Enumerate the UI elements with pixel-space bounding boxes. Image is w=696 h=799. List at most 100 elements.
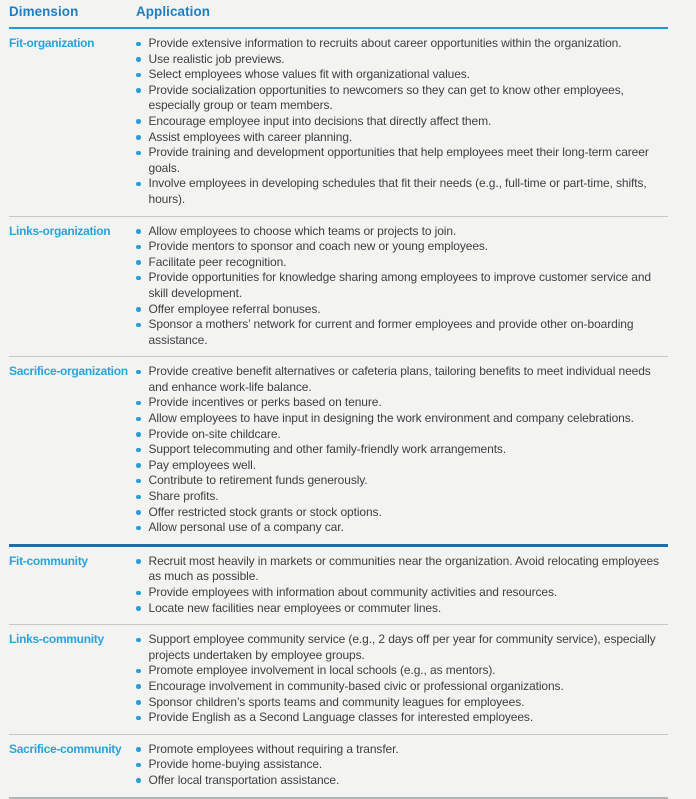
application-item: Encourage employee input into decisions …: [136, 114, 668, 130]
application-text: Offer local transportation assistance.: [148, 772, 340, 787]
bullet-icon: [136, 88, 141, 93]
application-text: Encourage employee input into decisions …: [148, 113, 492, 128]
application-item: Provide home-buying assistance.: [136, 757, 668, 773]
application-item: Recruit most heavily in markets or commu…: [136, 554, 668, 585]
application-item: Assist employees with career planning.: [136, 130, 668, 146]
application-text: Offer employee referral bonuses.: [148, 301, 321, 316]
bullet-icon: [136, 478, 141, 484]
application-text: Involve employees in developing schedule…: [148, 176, 647, 206]
table-body: Fit-organization Provide extensive infor…: [9, 29, 668, 799]
bullet-icon: [136, 181, 141, 187]
application-text: Promote employees without requiring a tr…: [148, 741, 399, 756]
table-row: Sacrifice-organization Provide creative …: [9, 356, 668, 544]
application-text: Provide training and development opportu…: [148, 145, 649, 175]
application-item: Contribute to retirement funds generousl…: [136, 473, 668, 489]
dimension-label: Fit-community: [9, 553, 88, 568]
bullet-icon: [136, 275, 141, 281]
application-text: Provide home-buying assistance.: [148, 757, 323, 772]
application-item: Allow employees to choose which teams or…: [136, 224, 668, 240]
application-text: Assist employees with career planning.: [148, 129, 353, 144]
bullet-icon: [136, 700, 141, 705]
application-item: Provide employees with information about…: [136, 585, 668, 601]
table-row: Fit-community Recruit most heavily in ma…: [9, 543, 668, 624]
bullet-icon: [136, 525, 141, 531]
table-row: Fit-organization Provide extensive infor…: [9, 29, 668, 216]
application-text: Use realistic job previews.: [148, 51, 285, 66]
application-text: Encourage involvement in community-based…: [148, 678, 564, 693]
application-item: Sponsor a mothers’ network for current a…: [136, 317, 668, 348]
table-row: Links-organization Allow employees to ch…: [9, 215, 668, 357]
application-item: Locate new facilities near employees or …: [136, 601, 668, 617]
application-text: Recruit most heavily in markets or commu…: [148, 553, 660, 584]
application-text: Provide incentives or perks based on ten…: [148, 395, 382, 410]
application-item: Provide mentors to sponsor and coach new…: [136, 239, 668, 255]
application-text: Provide English as a Second Language cla…: [148, 710, 534, 725]
application-item: Share profits.: [136, 489, 668, 505]
application-text: Provide mentors to sponsor and coach new…: [148, 239, 489, 254]
application-text: Provide extensive information to recruit…: [148, 36, 622, 50]
application-item: Select employees whose values fit with o…: [136, 67, 668, 83]
application-item: Promote employees without requiring a tr…: [136, 742, 668, 758]
application-text: Provide employees with information about…: [148, 585, 558, 599]
application-text: Share profits.: [148, 489, 219, 504]
application-list: Provide extensive information to recruit…: [136, 36, 668, 208]
application-text: Provide creative benefit alternatives or…: [148, 364, 651, 394]
application-item: Provide on-site childcare.: [136, 427, 668, 443]
application-text: Pay employees well.: [148, 457, 257, 472]
bullet-icon: [136, 778, 141, 783]
application-text: Locate new facilities near employees or …: [148, 600, 442, 615]
bullet-icon: [136, 150, 141, 156]
application-item: Offer restricted stock grants or stock o…: [136, 505, 668, 521]
application-list: Allow employees to choose which teams or…: [136, 224, 668, 349]
application-text: Provide on-site childcare.: [148, 426, 281, 441]
application-item: Provide socialization opportunities to n…: [136, 83, 668, 114]
bullet-icon: [136, 463, 141, 468]
application-text: Facilitate peer recognition.: [148, 254, 287, 269]
application-item: Pay employees well.: [136, 458, 668, 474]
dimension-label: Sacrifice-community: [9, 741, 122, 756]
bullet-icon: [136, 684, 141, 689]
table-header-row: Dimension Application: [9, 4, 668, 29]
application-text: Allow employees to have input in designi…: [148, 411, 634, 426]
bullet-icon: [136, 715, 141, 721]
application-text: Offer restricted stock grants or stock o…: [148, 504, 382, 519]
application-item: Support employee community service (e.g.…: [136, 632, 668, 663]
bullet-icon: [136, 260, 141, 265]
application-list: Recruit most heavily in markets or commu…: [136, 554, 668, 616]
bullet-icon: [136, 637, 141, 643]
bullet-icon: [136, 307, 141, 312]
application-text: Support telecommuting and other family-f…: [148, 442, 507, 457]
bullet-icon: [136, 606, 141, 611]
application-item: Offer local transportation assistance.: [136, 773, 668, 789]
application-item: Provide English as a Second Language cla…: [136, 710, 668, 726]
dimension-label: Fit-organization: [9, 36, 95, 50]
bullet-icon: [136, 668, 141, 674]
application-item: Use realistic job previews.: [136, 52, 668, 68]
bullet-icon: [136, 494, 141, 500]
application-item: Provide creative benefit alternatives or…: [136, 364, 668, 395]
application-item: Sponsor children’s sports teams and comm…: [136, 695, 668, 711]
bullet-icon: [136, 119, 141, 124]
column-header-application: Application: [136, 4, 211, 19]
table-row: Sacrifice-community Promote employees wi…: [9, 733, 668, 797]
bullet-icon: [136, 244, 141, 250]
application-item: Involve employees in developing schedule…: [136, 176, 668, 207]
embeddedness-dimensions-table: Dimension Application Fit-organization P…: [9, 4, 668, 799]
application-text: Provide socialization opportunities to n…: [148, 82, 624, 113]
application-list: Promote employees without requiring a tr…: [136, 742, 668, 789]
bullet-icon: [136, 762, 141, 768]
application-list: Support employee community service (e.g.…: [136, 632, 668, 726]
bullet-icon: [136, 416, 141, 422]
application-text: Sponsor children’s sports teams and comm…: [148, 694, 525, 709]
dimension-label: Sacrifice-organization: [9, 364, 128, 379]
application-item: Provide training and development opportu…: [136, 145, 668, 176]
bullet-icon: [136, 559, 141, 564]
application-item: Allow personal use of a company car.: [136, 520, 668, 536]
application-text: Sponsor a mothers’ network for current a…: [148, 317, 634, 347]
application-list: Provide creative benefit alternatives or…: [136, 364, 668, 536]
bullet-icon: [136, 747, 141, 752]
application-item: Provide incentives or perks based on ten…: [136, 395, 668, 411]
bullet-icon: [136, 447, 141, 453]
application-text: Select employees whose values fit with o…: [148, 67, 471, 82]
dimension-label: Links-organization: [9, 223, 111, 238]
